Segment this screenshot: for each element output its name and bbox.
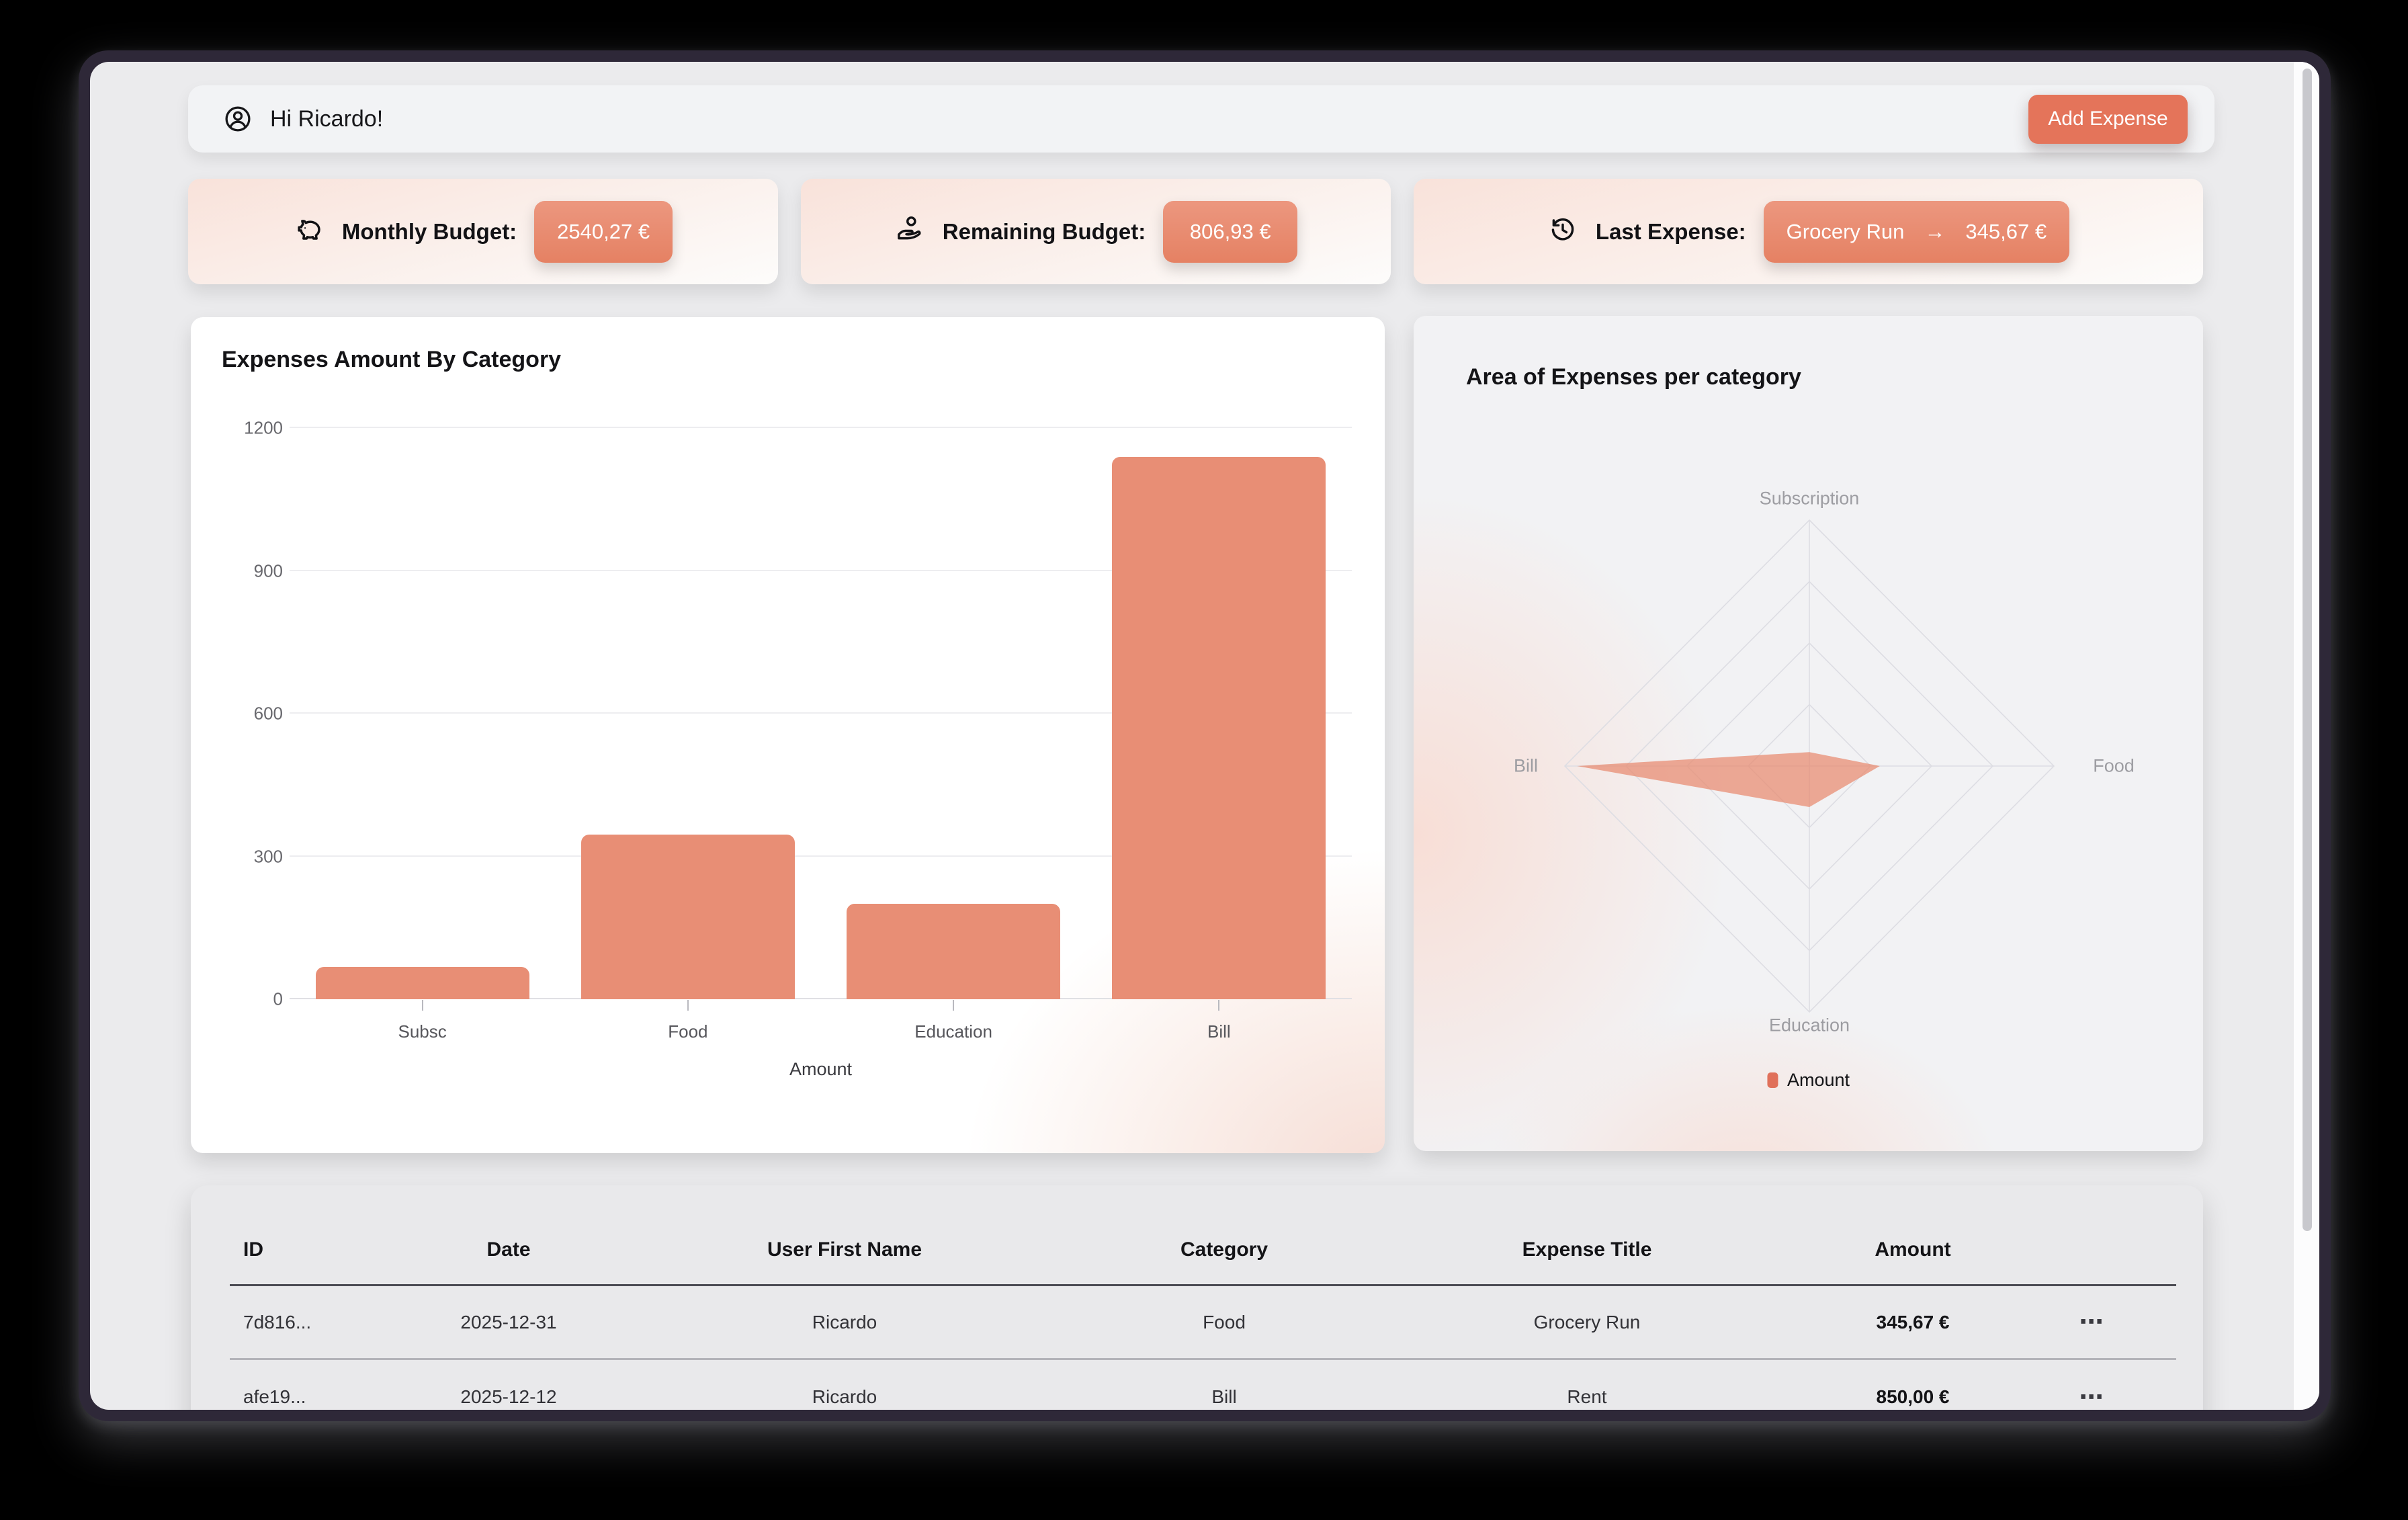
radar-chart-card: Area of Expenses per category Subscripti… xyxy=(1414,316,2203,1151)
gridline-1200 xyxy=(290,427,1352,428)
bar-chart-title: Expenses Amount By Category xyxy=(222,347,562,372)
column-header-date: Date xyxy=(486,1238,531,1261)
radar-label-subscription: Subscription xyxy=(1759,488,1860,509)
table-header-row: ID Date User First Name Category Expense… xyxy=(230,1185,2176,1286)
bar-chart-plot xyxy=(290,427,1352,999)
legend-swatch xyxy=(1766,1072,1778,1088)
row-id: afe19... xyxy=(243,1386,306,1407)
bar-chart-x-labels: Subsc Food Education Bill xyxy=(290,1000,1352,1042)
column-header-category: Category xyxy=(1180,1238,1268,1261)
user-avatar-icon xyxy=(223,104,253,134)
row-category: Food xyxy=(1203,1311,1246,1333)
expenses-table-card: ID Date User First Name Category Expense… xyxy=(191,1185,2203,1410)
radar-data-polygon xyxy=(1577,752,1880,807)
bar-slot-bill xyxy=(1086,428,1352,999)
row-amount: 345,67 € xyxy=(1876,1311,1950,1333)
app-window: Hi Ricardo! Add Expense Monthly Budget: … xyxy=(79,50,2331,1421)
column-header-id: ID xyxy=(243,1238,263,1261)
remaining-budget-value: 806,93 € xyxy=(1163,200,1298,263)
bar-chart-bars xyxy=(290,428,1352,999)
stat-label: Last Expense: xyxy=(1595,218,1746,244)
bar-slot-education xyxy=(821,428,1086,999)
x-label-food: Food xyxy=(668,1021,708,1042)
x-tick-mark xyxy=(953,1000,955,1011)
x-tick-mark xyxy=(1218,1000,1220,1011)
piggy-bank-icon xyxy=(294,214,325,249)
table-row: afe19... 2025-12-12 Ricardo Bill Rent 85… xyxy=(230,1360,2176,1410)
y-tick-900: 900 xyxy=(253,560,283,581)
monthly-budget-card: Monthly Budget: 2540,27 € xyxy=(188,179,778,284)
x-slot-subsc: Subsc xyxy=(290,1000,555,1042)
x-label-education: Education xyxy=(914,1021,992,1042)
bar-education xyxy=(847,904,1061,999)
last-expense-card: Last Expense: Grocery Run → 345,67 € xyxy=(1414,179,2203,284)
app-content: Hi Ricardo! Add Expense Monthly Budget: … xyxy=(90,62,2319,1410)
scrollbar-thumb[interactable] xyxy=(2303,69,2312,1231)
bar-food xyxy=(580,835,795,999)
x-slot-bill: Bill xyxy=(1086,1000,1352,1042)
arrow-right-icon: → xyxy=(1924,219,1946,243)
legend-label: Amount xyxy=(1787,1070,1850,1090)
top-bar: Hi Ricardo! Add Expense xyxy=(188,85,2214,153)
gridline-0 xyxy=(290,998,1352,999)
last-expense-title: Grocery Run xyxy=(1786,219,1905,243)
greeting-text: Hi Ricardo! xyxy=(270,105,384,132)
bar-slot-subsc xyxy=(290,428,555,999)
y-tick-300: 300 xyxy=(253,846,283,866)
row-expense-title: Grocery Run xyxy=(1533,1311,1641,1333)
radar-chart-title: Area of Expenses per category xyxy=(1466,364,1801,390)
y-tick-0: 0 xyxy=(273,988,283,1009)
gridline-900 xyxy=(290,569,1352,571)
row-date: 2025-12-31 xyxy=(460,1311,557,1333)
gridline-600 xyxy=(290,712,1352,714)
column-header-expense-title: Expense Title xyxy=(1522,1238,1652,1261)
radar-label-bill: Bill xyxy=(1513,755,1539,776)
x-label-subsc: Subsc xyxy=(398,1021,447,1042)
row-user-first-name: Ricardo xyxy=(812,1311,877,1333)
bar-bill xyxy=(1112,456,1326,999)
stat-label: Monthly Budget: xyxy=(341,218,517,244)
row-menu-button[interactable]: ⋯ xyxy=(2079,1310,2160,1334)
history-clock-icon xyxy=(1547,214,1578,249)
row-date: 2025-12-12 xyxy=(460,1386,557,1407)
last-expense-amount: 345,67 € xyxy=(1965,219,2047,243)
bar-chart-y-axis: 0 300 600 900 1200 xyxy=(191,418,283,1009)
row-amount: 850,00 € xyxy=(1876,1386,1950,1407)
add-expense-button[interactable]: Add Expense xyxy=(2028,94,2188,144)
x-tick-mark xyxy=(687,1000,689,1011)
table-row: 7d816... 2025-12-31 Ricardo Food Grocery… xyxy=(230,1286,2176,1360)
y-tick-600: 600 xyxy=(253,703,283,724)
gridline-300 xyxy=(290,855,1352,857)
radar-svg xyxy=(1563,519,2055,1013)
bar-subsc xyxy=(315,966,529,999)
row-menu-button[interactable]: ⋯ xyxy=(2079,1384,2160,1409)
row-expense-title: Rent xyxy=(1567,1386,1607,1407)
x-slot-education: Education xyxy=(821,1000,1086,1042)
x-label-bill: Bill xyxy=(1207,1021,1231,1042)
radar-legend: Amount xyxy=(1766,1070,1850,1091)
y-tick-1200: 1200 xyxy=(244,417,283,438)
radar-label-education: Education xyxy=(1768,1015,1850,1036)
row-user-first-name: Ricardo xyxy=(812,1386,877,1407)
row-id: 7d816... xyxy=(243,1311,312,1333)
stat-label: Remaining Budget: xyxy=(942,218,1146,244)
row-category: Bill xyxy=(1211,1386,1237,1407)
x-tick-mark xyxy=(421,1000,423,1011)
column-header-user-first-name: User First Name xyxy=(767,1238,922,1261)
bar-slot-food xyxy=(555,428,820,999)
x-slot-food: Food xyxy=(555,1000,820,1042)
hand-coin-icon xyxy=(894,214,925,249)
scrollbar-track[interactable] xyxy=(2294,62,2319,1410)
bar-chart-card: Expenses Amount By Category 0 300 600 900 12… xyxy=(191,317,1385,1153)
monthly-budget-value: 2540,27 € xyxy=(534,200,673,263)
radar-label-food: Food xyxy=(2093,755,2135,776)
bar-chart-x-title: Amount xyxy=(789,1059,853,1079)
last-expense-value: Grocery Run → 345,67 € xyxy=(1763,200,2070,263)
remaining-budget-card: Remaining Budget: 806,93 € xyxy=(801,179,1391,284)
column-header-amount: Amount xyxy=(1875,1238,1951,1261)
